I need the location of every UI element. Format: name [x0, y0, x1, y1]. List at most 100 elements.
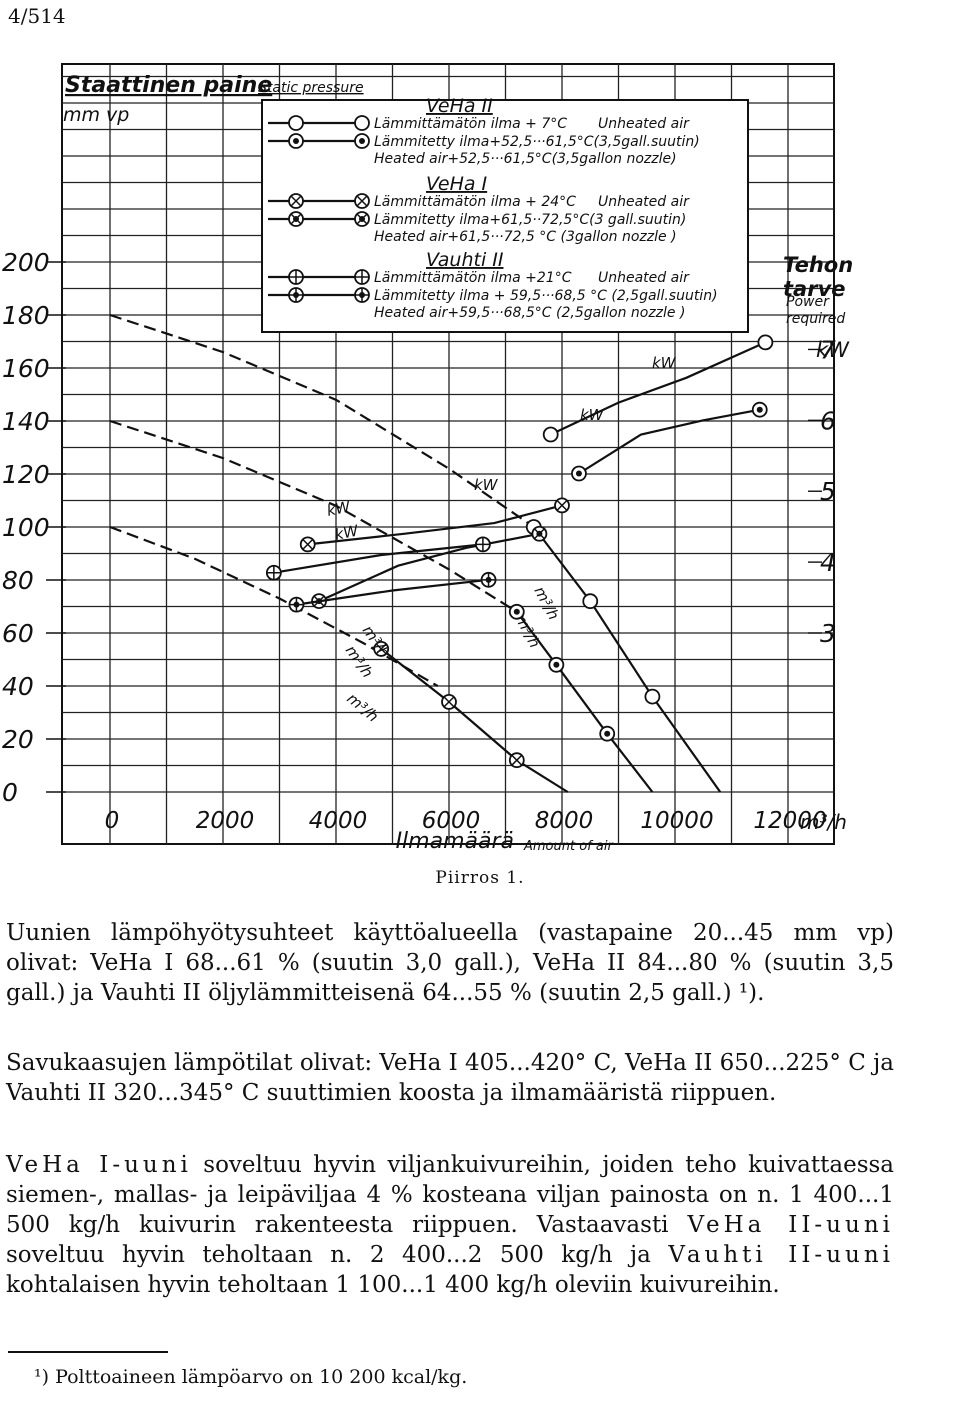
marker-circle: [288, 115, 304, 131]
marker-cross: [443, 696, 455, 708]
data-point: [480, 571, 497, 588]
data-point: [299, 536, 316, 553]
series-line: [318, 532, 540, 603]
marker-heated-dot: [536, 530, 543, 537]
pressure-series: [109, 419, 518, 613]
body-paragraph-3: VeHa I-uuni soveltuu hyvin viljankuivure…: [6, 1150, 894, 1300]
m3h-tag: m³/h: [343, 689, 382, 725]
data-point: [441, 694, 457, 710]
legend-unheated-fi: Lämmittämätön ilma + 7°C: [374, 116, 567, 132]
data-point: [474, 536, 491, 553]
series-line: [109, 419, 518, 613]
data-point: [354, 211, 370, 227]
y-tick-label: 160: [2, 354, 50, 383]
x-tick-label: 10000: [640, 808, 713, 834]
y-tick-label: 40: [2, 672, 34, 701]
power-axis-title-en-line-1: Power: [786, 294, 830, 310]
data-point: [288, 269, 304, 285]
kw-tag: kW: [325, 497, 353, 520]
marker-cross: [290, 195, 302, 207]
kw-tag: kW: [580, 406, 605, 424]
marker-bar: [266, 565, 281, 580]
y-axis-title: Staattinen paine: [65, 73, 272, 98]
power-axis-title: Tehon tarve: [783, 253, 861, 301]
legend-box: [261, 99, 749, 333]
data-point: [354, 287, 370, 303]
data-point: [288, 115, 304, 131]
marker-circle: [757, 334, 774, 351]
figure-caption: Piirros 1.: [435, 868, 525, 888]
y-tick-label: 180: [2, 301, 50, 330]
marker-circle: [354, 115, 370, 131]
pressure-series: [373, 641, 569, 793]
marker-circle: [582, 593, 599, 610]
power-tick-label: 6: [820, 406, 836, 435]
marker-heated-dot: [604, 730, 611, 737]
series-line: [550, 341, 766, 436]
x-tick-label: 2000: [196, 808, 255, 834]
data-point: [288, 211, 304, 227]
data-point: [508, 752, 525, 769]
data-point: [288, 287, 304, 303]
furnace-name-vauhti-2: Vauhti II-uuni: [668, 1242, 894, 1268]
data-point: [354, 193, 370, 209]
y-tick-label: 200: [2, 248, 50, 277]
furnace-name-veha-2: VeHa II-uuni: [687, 1212, 894, 1238]
data-point: [288, 193, 304, 209]
body-paragraph-1: Uunien lämpöhyötysuhteet käyttöalueella …: [6, 920, 894, 1006]
legend-heated-fi: Lämmitetty ilma + 59,5···68,5 °C (2,5gal…: [374, 288, 718, 304]
footnote-rule: [8, 1351, 168, 1353]
power-axis-unit: kW: [816, 338, 850, 362]
legend-unheated-en: Unheated air: [598, 116, 690, 132]
power-series: [542, 334, 774, 443]
y-axis-unit: mm vp: [63, 104, 129, 126]
data-point: [354, 115, 370, 131]
marker-bar: [355, 270, 369, 284]
marker-cross: [511, 754, 523, 766]
legend-heated-en: Heated air+52,5···61,5°C(3,5gallon nozzl…: [374, 151, 677, 167]
m3h-tag: m³/h: [530, 583, 562, 623]
data-point: [265, 564, 282, 581]
legend-heated-fi: Lämmitetty ilma+52,5···61,5°C(3,5gall.su…: [374, 134, 700, 150]
legend-heated-fi: Lämmitetty ilma+61,5··72,5°C(3 gall.suut…: [374, 212, 686, 228]
data-point: [582, 593, 599, 610]
series-line: [296, 578, 489, 606]
x-tick-label: 12000: [753, 808, 826, 834]
kw-tag: kW: [474, 476, 499, 494]
power-series: [299, 497, 570, 553]
legend-heated-en: Heated air+59,5···68,5°C (2,5gallon nozz…: [374, 305, 685, 321]
legend-model-name: Vauhti II: [426, 249, 504, 271]
series-line: [307, 504, 563, 546]
data-point: [757, 334, 774, 351]
marker-heated-dot: [293, 216, 299, 222]
marker-circle: [542, 426, 559, 443]
chart-series: [109, 313, 774, 793]
data-point: [373, 641, 390, 657]
paragraph-3-text-2: soveltuu hyvin teholtaan n. 2 400...2 50…: [6, 1242, 669, 1268]
m3h-tag: m³/h: [511, 611, 543, 651]
y-tick-label: 20: [2, 725, 34, 754]
pressure-series: [508, 603, 654, 793]
footnote: ¹) Polttoaineen lämpöarvo on 10 200 kcal…: [34, 1366, 468, 1388]
marker-cross: [375, 643, 387, 655]
legend-heated-en: Heated air+61,5···72,5 °C (3gallon nozzl…: [374, 229, 677, 245]
data-point: [548, 656, 565, 673]
power-axis-title-en: Power required: [786, 294, 845, 327]
series-line: [273, 543, 484, 574]
series-line: [578, 408, 761, 475]
power-series: [288, 571, 497, 613]
series-line: [109, 313, 535, 528]
x-tick-label: 0: [105, 808, 120, 834]
power-axis-title-line-1: Tehon: [783, 253, 853, 277]
marker-bar: [475, 537, 490, 552]
kw-tag: kW: [333, 521, 361, 544]
legend-unheated-en: Unheated air: [598, 270, 690, 286]
series-line: [532, 526, 722, 793]
marker-heated-dot: [513, 608, 520, 615]
marker-heated-dot: [293, 292, 299, 298]
series-line: [380, 648, 569, 793]
